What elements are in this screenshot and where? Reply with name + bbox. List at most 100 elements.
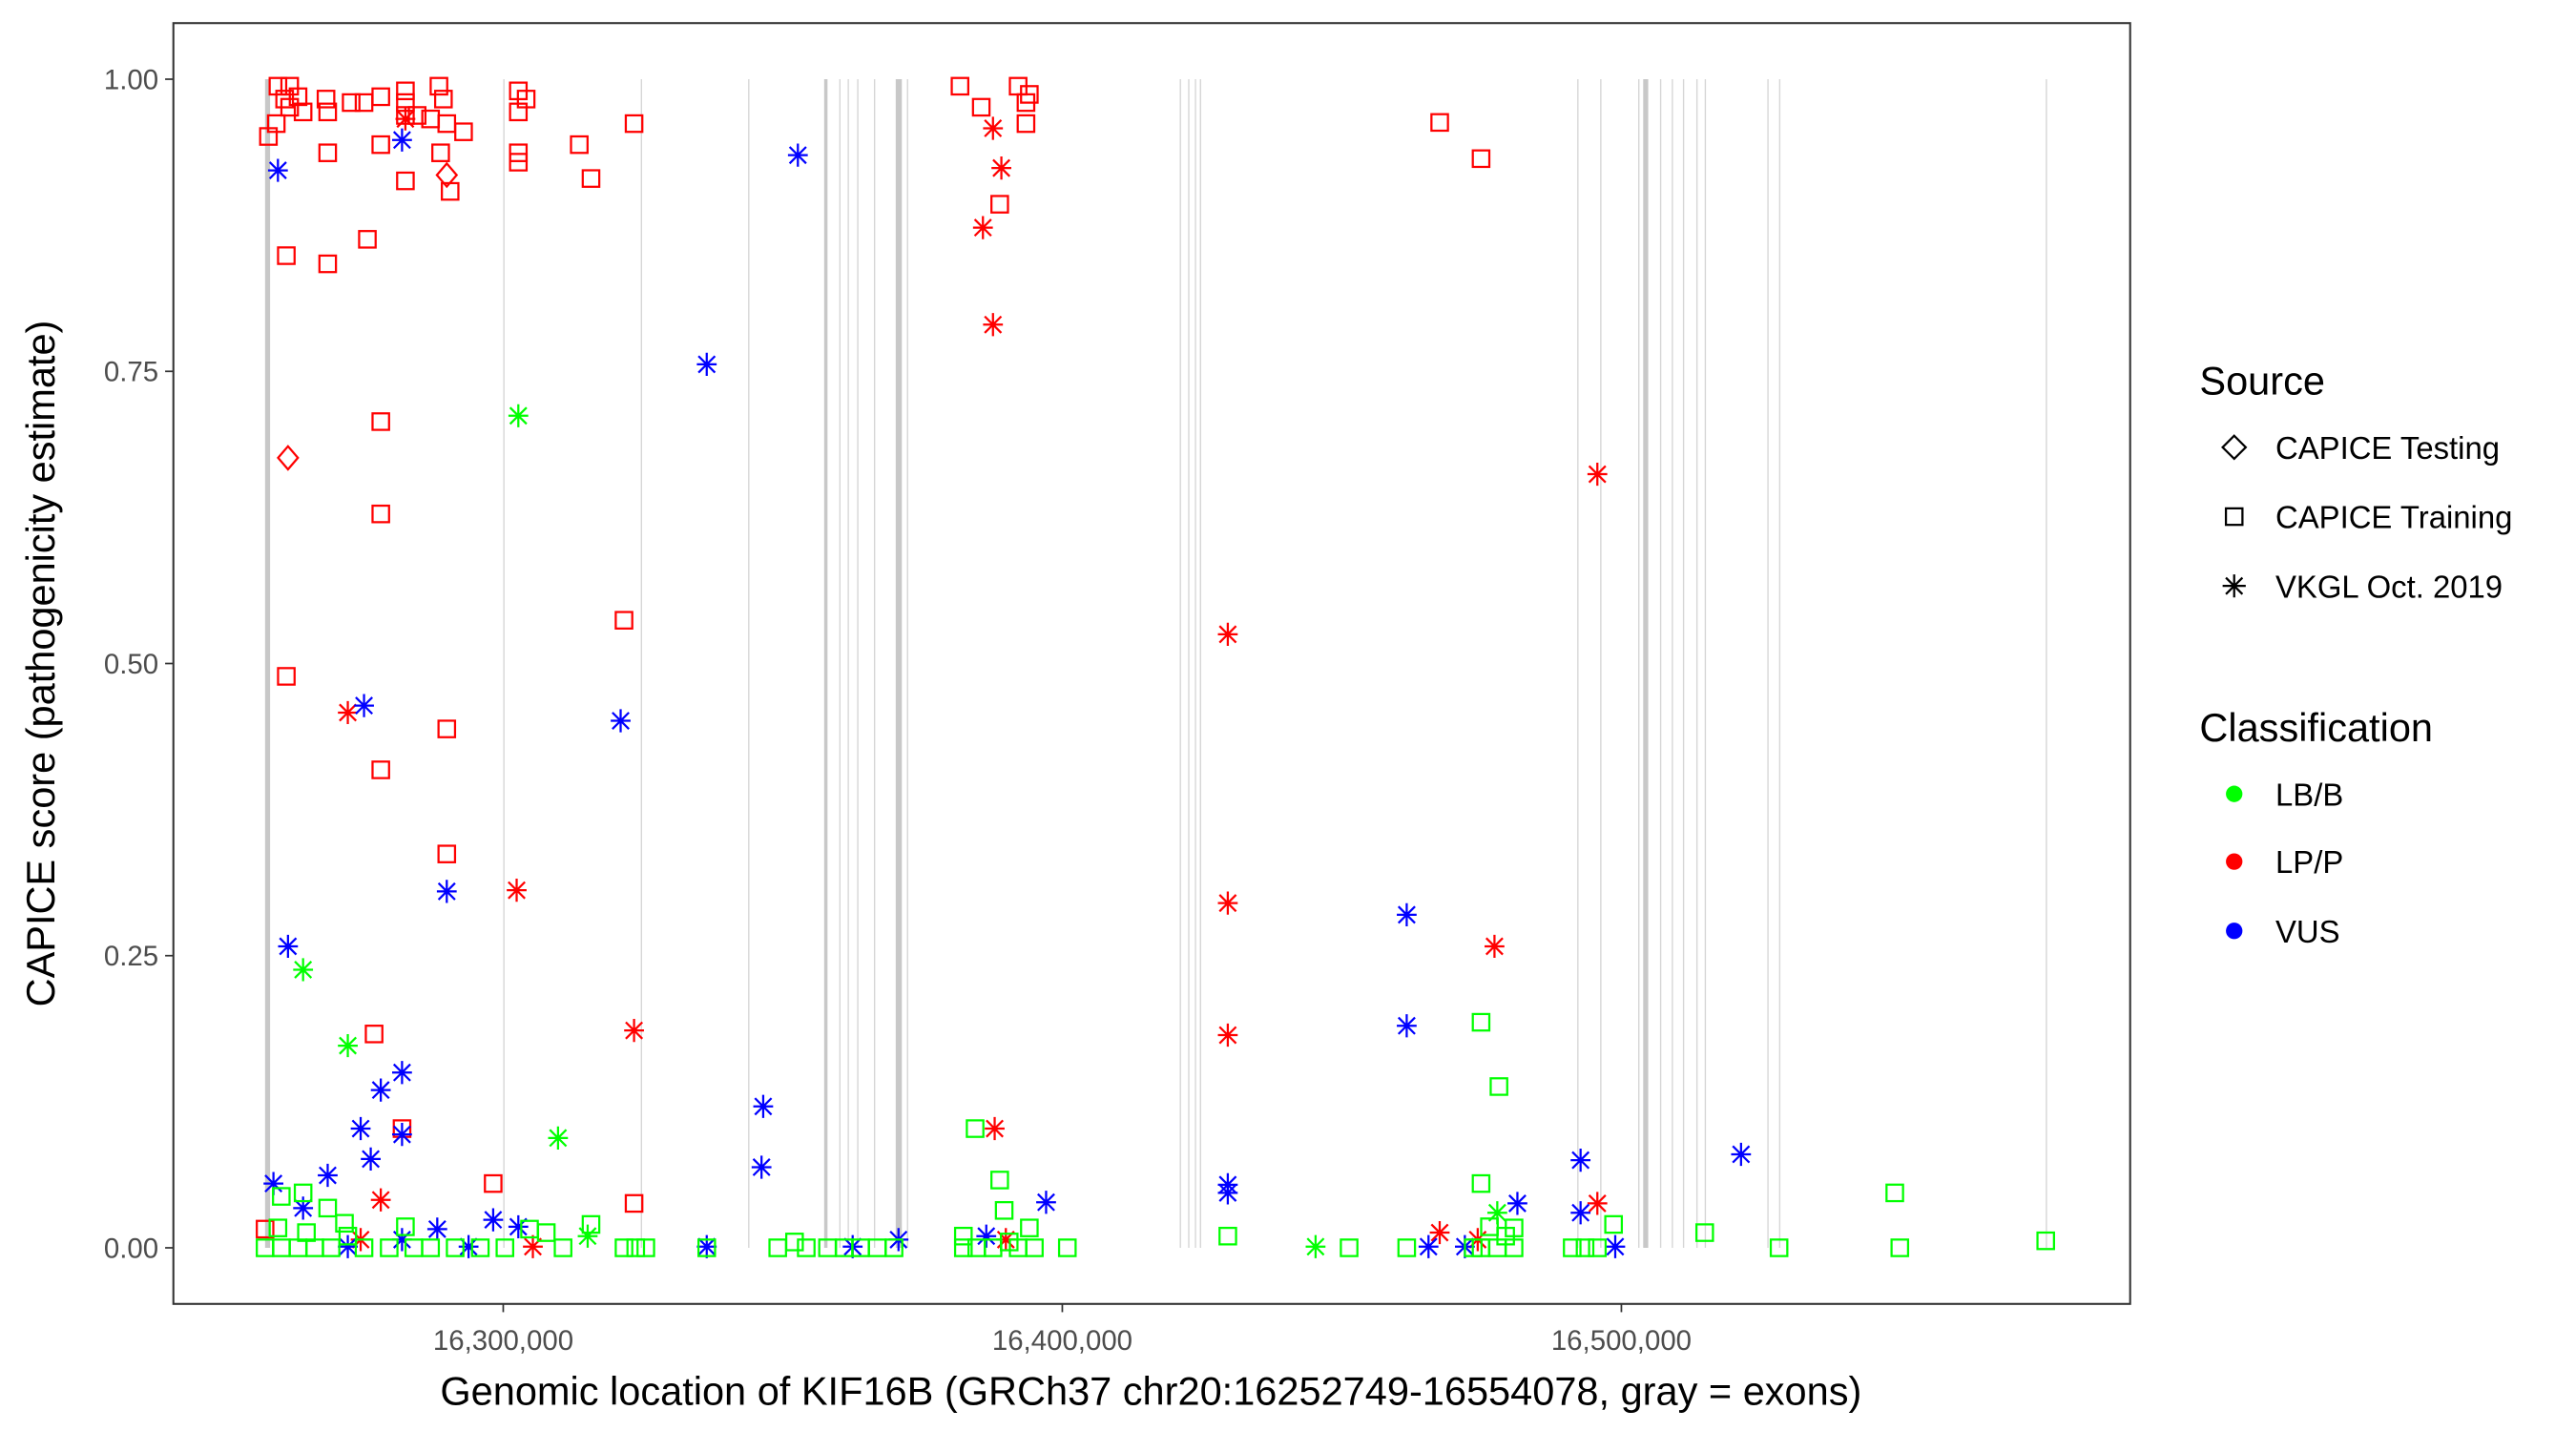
- y-tick-label: 0.75: [104, 357, 158, 388]
- x-axis-title: Genomic location of KIF16B (GRCh37 chr20…: [440, 1368, 1861, 1413]
- data-point-training: [1885, 1183, 1904, 1203]
- data-point-testing: [276, 445, 300, 471]
- data-point-training: [371, 504, 390, 524]
- legend-title-classification: Classification: [2199, 705, 2433, 750]
- data-point-training: [354, 1238, 374, 1257]
- data-point-training: [396, 81, 415, 101]
- data-point-vkgl: [436, 880, 457, 903]
- data-point-vkgl: [751, 1155, 772, 1179]
- data-point-vkgl: [508, 404, 529, 427]
- data-point-vkgl: [1305, 1234, 1326, 1258]
- data-point-vkgl: [1605, 1234, 1626, 1258]
- exon-line: [857, 79, 859, 1248]
- data-point-training: [1890, 1238, 1910, 1257]
- data-point-training: [1397, 1238, 1417, 1257]
- data-point-training: [867, 1238, 887, 1257]
- data-point-training: [266, 114, 286, 134]
- data-point-vkgl: [361, 1147, 381, 1171]
- data-point-vkgl: [1507, 1192, 1527, 1215]
- exon-line: [1638, 79, 1640, 1248]
- exon-line: [1643, 79, 1649, 1248]
- legend-item-lbb: LB/B: [2275, 777, 2343, 812]
- data-point-training: [1471, 1012, 1491, 1032]
- data-point-training: [696, 1238, 717, 1257]
- data-point-vkgl: [338, 700, 358, 725]
- data-point-vkgl: [1217, 891, 1238, 915]
- exon-line: [1767, 79, 1769, 1248]
- exon-line: [839, 79, 841, 1248]
- data-point-training: [1588, 1238, 1608, 1257]
- data-point-vkgl: [1397, 902, 1417, 926]
- asterisk-icon: [2222, 574, 2246, 598]
- data-point-vkgl: [753, 1094, 774, 1118]
- x-tick-label: 16,400,000: [992, 1325, 1132, 1357]
- data-point-training: [305, 1238, 324, 1257]
- data-point-testing: [435, 161, 459, 189]
- data-point-vkgl: [983, 116, 1004, 140]
- x-axis: 16,300,000 16,400,000 16,500,000: [433, 1303, 1692, 1357]
- data-point-training: [371, 135, 390, 155]
- y-tick-label: 0.25: [104, 941, 158, 972]
- data-point-training: [297, 1223, 316, 1242]
- data-point-vkgl: [392, 128, 412, 152]
- vus-dot-icon: [2226, 923, 2243, 940]
- lpp-dot-icon: [2226, 853, 2243, 870]
- data-point-training: [1471, 149, 1491, 169]
- data-point-training: [624, 1193, 644, 1213]
- data-point-vkgl: [507, 879, 527, 902]
- data-point-training: [421, 1238, 441, 1257]
- data-point-vkgl: [1486, 1201, 1507, 1225]
- data-point-vkgl: [1217, 1023, 1238, 1047]
- data-point-vkgl: [1587, 462, 1608, 487]
- data-point-training: [495, 1238, 515, 1257]
- data-point-training: [797, 1238, 816, 1257]
- exon-line: [1778, 79, 1781, 1248]
- data-point-training: [2036, 1231, 2055, 1251]
- data-point-training: [433, 90, 453, 109]
- legend-item-lpp: LP/P: [2275, 844, 2343, 880]
- data-point-training: [293, 1183, 313, 1203]
- data-point-training: [971, 97, 991, 117]
- data-point-training: [614, 1238, 634, 1257]
- data-point-training: [318, 143, 338, 162]
- data-point-vkgl: [624, 1019, 644, 1043]
- exon-line: [1188, 79, 1190, 1248]
- data-point-vkgl: [1429, 1220, 1450, 1245]
- data-point-vkgl: [392, 1228, 412, 1252]
- data-point-training: [272, 1187, 291, 1206]
- legend-item-vus: VUS: [2275, 914, 2340, 949]
- data-point-training: [322, 1238, 341, 1257]
- data-point-vkgl: [267, 158, 288, 182]
- data-point-vkgl: [392, 1061, 412, 1085]
- exon-line: [503, 79, 505, 1248]
- data-point-training: [509, 143, 529, 162]
- data-point-training: [288, 87, 308, 107]
- data-point-training: [1218, 1226, 1237, 1246]
- data-point-training: [994, 1201, 1014, 1220]
- data-points: [256, 76, 2055, 1258]
- data-point-training: [316, 90, 336, 109]
- exon-line: [1600, 79, 1602, 1248]
- data-point-training: [1480, 1217, 1499, 1236]
- data-point-vkgl: [696, 1234, 717, 1258]
- data-point-training: [990, 195, 1009, 214]
- data-point-training: [318, 102, 338, 122]
- data-point-vkgl: [395, 107, 416, 131]
- data-point-vkgl: [338, 1033, 358, 1058]
- data-point-vkgl: [263, 1172, 284, 1195]
- diamond-icon: [2221, 434, 2248, 461]
- data-point-vkgl: [1418, 1234, 1439, 1258]
- data-point-training: [318, 1198, 338, 1218]
- y-axis-title: CAPICE score (pathogenicity estimate): [18, 321, 63, 1007]
- data-point-training: [1505, 1218, 1524, 1237]
- data-point-vkgl: [972, 216, 993, 239]
- legend: Source CAPICE Testing CAPICE Training VK…: [2199, 359, 2512, 949]
- data-point-vkgl: [426, 1217, 447, 1241]
- data-point-vkgl: [976, 1224, 997, 1248]
- data-point-training: [371, 412, 390, 431]
- data-point-training: [1020, 1218, 1039, 1237]
- data-point-training: [268, 1218, 288, 1237]
- exon-line: [1577, 79, 1579, 1248]
- data-point-vkgl: [508, 1214, 529, 1239]
